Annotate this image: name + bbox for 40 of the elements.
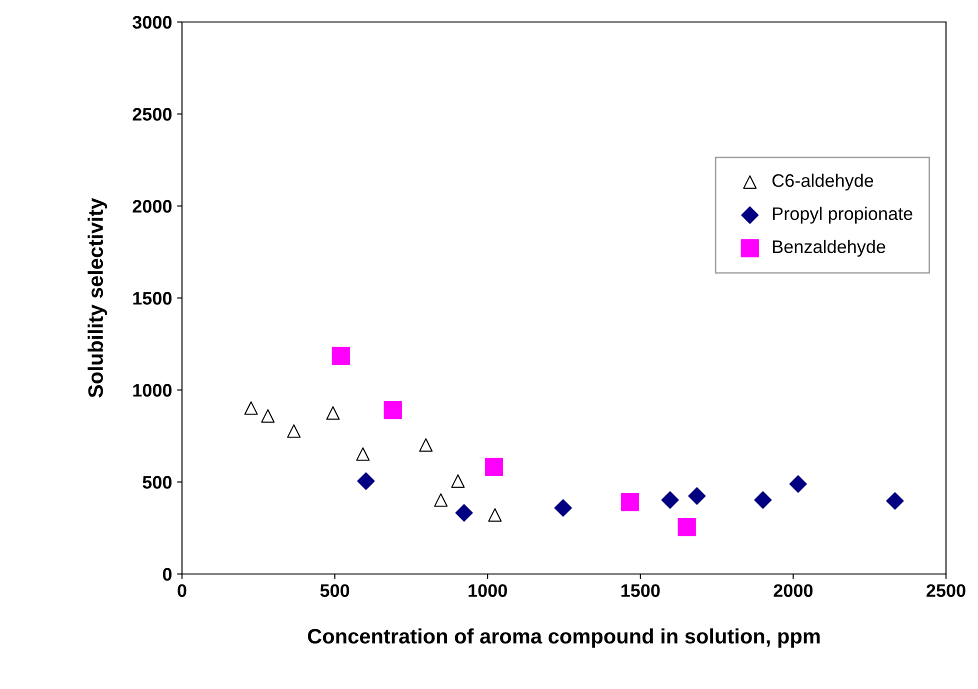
point bbox=[451, 474, 465, 488]
point bbox=[789, 475, 807, 493]
point bbox=[688, 487, 706, 505]
x-tick-label: 2000 bbox=[774, 584, 813, 597]
x-axis-title: Concentration of aroma compound in solution, ppm bbox=[308, 628, 820, 648]
point bbox=[434, 493, 448, 507]
point bbox=[886, 492, 904, 510]
y-tick-label: 1500 bbox=[133, 292, 172, 305]
point bbox=[661, 491, 679, 509]
x-tick-label: 1500 bbox=[621, 584, 660, 597]
point bbox=[332, 346, 350, 366]
y-tick-label: 0 bbox=[162, 568, 172, 581]
legend-label: Benzaldehyde bbox=[773, 240, 886, 257]
y-tick-label: 2500 bbox=[132, 108, 172, 121]
y-tick-label: 1000 bbox=[133, 384, 172, 397]
point bbox=[678, 518, 696, 536]
x-tick-label: 0 bbox=[178, 584, 186, 597]
point bbox=[287, 424, 301, 438]
point bbox=[754, 491, 772, 509]
legend-label: Propyl propionate bbox=[773, 206, 912, 224]
point bbox=[419, 438, 433, 452]
point bbox=[554, 499, 572, 517]
point bbox=[620, 492, 640, 512]
point bbox=[455, 504, 473, 522]
point bbox=[384, 400, 402, 420]
x-tick-label: 2500 bbox=[926, 584, 966, 597]
point bbox=[326, 406, 340, 420]
y-tick-label: 500 bbox=[142, 476, 172, 489]
point bbox=[261, 409, 275, 423]
point bbox=[244, 401, 258, 415]
x-tick-label: 500 bbox=[320, 584, 350, 597]
y-tick-label: 3000 bbox=[132, 16, 172, 29]
y-tick-label: 2000 bbox=[132, 200, 172, 213]
point bbox=[356, 447, 370, 461]
point bbox=[484, 458, 504, 476]
point bbox=[488, 508, 502, 522]
legend-label: C6-aldehyde bbox=[772, 174, 874, 191]
y-axis-title: Solubility selectivity bbox=[88, 198, 108, 398]
x-tick-label: 1000 bbox=[468, 584, 507, 597]
point bbox=[357, 472, 375, 490]
